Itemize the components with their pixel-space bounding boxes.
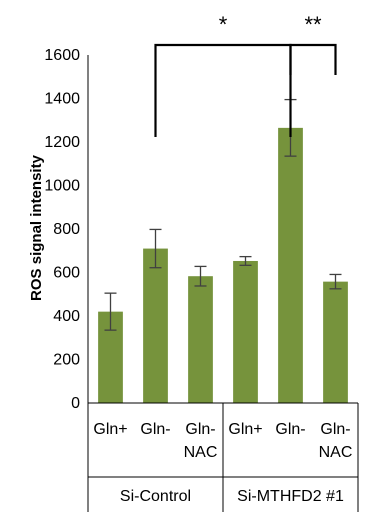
- y-tick-label: 1400: [44, 91, 80, 108]
- error-bar: [194, 265, 207, 287]
- y-axis-title-group: ROS signal intensity: [28, 154, 45, 301]
- significance-label: *: [219, 12, 228, 37]
- y-axis-title: ROS signal intensity: [28, 154, 45, 301]
- significance-label: **: [304, 12, 322, 37]
- error-bars: [104, 98, 342, 331]
- y-tick-label: 1600: [44, 47, 80, 64]
- bar: [278, 127, 303, 404]
- significance-brackets: * **: [154, 12, 337, 137]
- category-label: Gln-: [140, 421, 170, 438]
- bar: [143, 248, 168, 403]
- bar: [188, 276, 213, 403]
- bars: [98, 127, 348, 404]
- category-label: Gln-: [275, 421, 305, 438]
- category-label: Gln+: [93, 421, 127, 438]
- y-tick-label: 1200: [44, 134, 80, 151]
- y-tick-label: 400: [53, 308, 80, 325]
- bracket-line: [289, 43, 337, 137]
- group-label: Si-MTHFD2 #1: [237, 488, 344, 505]
- category-label: NAC: [319, 444, 353, 461]
- significance-bracket: *: [154, 12, 292, 137]
- category-label: Gln-: [185, 421, 215, 438]
- bar: [233, 260, 258, 403]
- y-tick-label: 0: [71, 395, 80, 412]
- error-bar: [104, 292, 117, 331]
- y-tick-label: 600: [53, 265, 80, 282]
- y-tick-label: 1000: [44, 178, 80, 195]
- group-label: Si-Control: [120, 488, 191, 505]
- x-axis: Gln+ Gln- Gln- NAC Si-Control Gln+ Gln- Gln- NAC…: [87, 55, 359, 512]
- error-bar: [239, 255, 252, 266]
- error-bar: [149, 228, 162, 269]
- y-axis-ticks: 0 200 400 600 800 1000 1200 1400 1600: [44, 47, 80, 412]
- y-tick-label: 800: [53, 221, 80, 238]
- error-bar: [329, 273, 342, 290]
- y-tick-label: 200: [53, 352, 80, 369]
- bracket-line: [154, 43, 292, 137]
- category-label: Gln-: [320, 421, 350, 438]
- bar: [323, 281, 348, 403]
- category-label: NAC: [184, 444, 218, 461]
- significance-bracket: **: [289, 12, 337, 137]
- category-label: Gln+: [228, 421, 262, 438]
